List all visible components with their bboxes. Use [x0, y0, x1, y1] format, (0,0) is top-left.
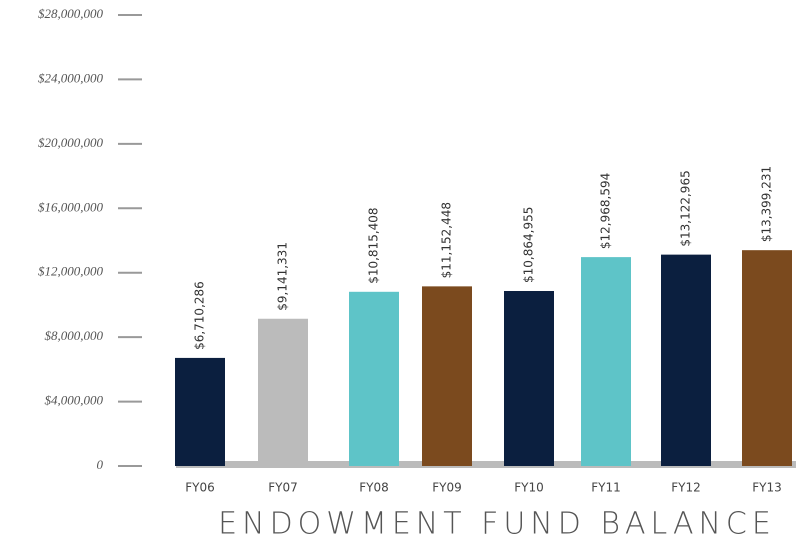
- bar: [661, 254, 711, 466]
- value-label: $9,141,331: [276, 242, 290, 311]
- x-tick-label: FY13: [752, 481, 782, 495]
- bar: [258, 318, 308, 466]
- value-label: $10,815,408: [367, 207, 381, 283]
- bar: [742, 250, 792, 466]
- x-tick-label: FY07: [268, 481, 298, 495]
- y-tick-label: $28,000,000: [38, 6, 104, 21]
- x-tick-label: FY08: [359, 481, 389, 495]
- x-tick-label: FY06: [185, 481, 215, 495]
- value-label: $12,968,594: [599, 173, 613, 249]
- bar: [422, 286, 472, 466]
- value-label: $6,710,286: [193, 281, 207, 350]
- value-label: $13,399,231: [760, 166, 774, 242]
- value-label: $11,152,448: [440, 202, 454, 278]
- x-tick-label: FY10: [514, 481, 544, 495]
- y-tick-label: $16,000,000: [38, 199, 104, 214]
- y-tick-label: $4,000,000: [45, 393, 104, 408]
- x-tick-label: FY12: [671, 481, 701, 495]
- y-tick-label: $8,000,000: [45, 328, 104, 343]
- value-label: $10,864,955: [522, 207, 536, 283]
- y-tick-label: $24,000,000: [38, 70, 104, 85]
- chart-title: ENDOWMENT FUND BALANCE: [218, 507, 776, 542]
- bar: [504, 290, 554, 466]
- baseline: [176, 461, 796, 468]
- bar: [175, 357, 225, 466]
- x-tick-label: FY09: [432, 481, 462, 495]
- y-tick-label: $20,000,000: [38, 135, 104, 150]
- y-tick-label: $12,000,000: [38, 264, 104, 279]
- y-tick-label: 0: [97, 457, 104, 472]
- bar: [349, 291, 399, 466]
- value-label: $13,122,965: [679, 170, 693, 246]
- bar: [581, 257, 631, 466]
- x-tick-label: FY11: [591, 481, 621, 495]
